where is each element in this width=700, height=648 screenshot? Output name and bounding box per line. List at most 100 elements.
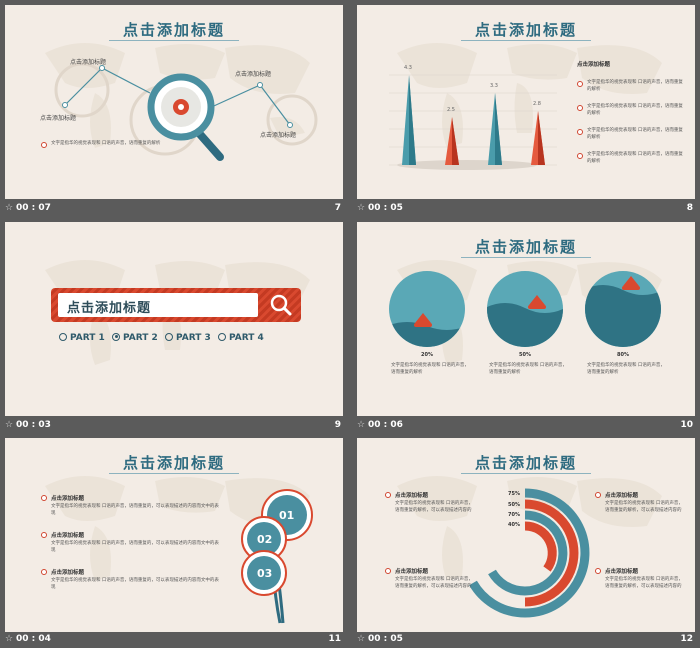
circle-caption: 文字是指华的视觉表现和 口语的声音，语而重复的解析 (489, 363, 567, 375)
title-rule (461, 473, 591, 474)
star-icon: ☆ (357, 420, 366, 430)
part-option-2[interactable]: PART 2 (112, 332, 158, 343)
radio-icon (218, 332, 226, 341)
item-text: 文字是指华的视觉表现和 口语的声音，语而重复的，可以表现描述的内容而文中的表现 (51, 578, 219, 590)
slide-meta-10: ☆ 00 : 06 10 (357, 418, 695, 434)
radio-icon (59, 332, 67, 341)
bullet-icon (385, 492, 391, 498)
diagram-label: 点击添加标题 (235, 71, 272, 78)
slide-number: 8 (686, 203, 693, 213)
item-text: 文字是指华的视觉表现和 口语的声音，语而重复的解析，可以表现描述内容的 (395, 501, 473, 513)
slide-number: 10 (680, 420, 693, 430)
search-title: 点击添加标题 (67, 301, 152, 316)
bar-value-label: 3.3 (490, 83, 498, 89)
ring-chart (469, 488, 590, 618)
star-icon: ☆ (5, 420, 14, 430)
slide-title: 点击添加标题 (474, 454, 577, 472)
percent-label: 80% (617, 352, 629, 358)
caption-text: 文字是指华的视觉表现和 口语的声音，语而重复的解析 (51, 141, 161, 146)
bullet-icon (41, 495, 47, 501)
item-heading: 点击添加标题 (51, 533, 85, 539)
title-rule (109, 40, 239, 41)
slide-time: 00 : 05 (368, 634, 403, 644)
bullet-icon (41, 142, 47, 148)
bullet-icon (41, 569, 47, 575)
side-item: 文字是指华的视觉表现和 口语的声音，语而重复的解析 (587, 80, 683, 92)
bar-value-label: 2.5 (447, 107, 455, 113)
side-item: 文字是指华的视觉表现和 口语的声音，语而重复的解析 (587, 152, 683, 164)
circle-number: 03 (257, 567, 273, 580)
radio-icon (165, 332, 173, 341)
percent-label: 50% (519, 352, 531, 358)
diagram-label: 点击添加标题 (260, 132, 297, 139)
slide-thumbnail-8[interactable]: 点击添加标题 4.3 2.5 3.3 2.8 点击添加标题 文字是指华的视觉表现… (357, 5, 695, 199)
slide-thumbnail-11[interactable]: 点击添加标题 点击添加标题 文字是指华的视觉表现和 口语的声音，语而重复的，可以… (5, 438, 343, 632)
slide-meta-11: ☆ 00 : 04 11 (5, 632, 343, 648)
side-item: 文字是指华的视觉表现和 口语的声音，语而重复的解析 (587, 128, 683, 140)
balloon-circles (241, 489, 313, 624)
slide-thumbnail-12[interactable]: 点击添加标题 75% 50% 70% 40% 点击添加标题 文字是指华的视觉表现… (357, 438, 695, 632)
star-icon: ☆ (5, 203, 14, 213)
circle-caption: 文字是指华的视觉表现和 口语的声音，语而重复的解析 (587, 363, 665, 375)
bullet-icon (577, 81, 583, 87)
part-option-3[interactable]: PART 3 (165, 332, 211, 343)
slide-meta-12: ☆ 00 : 05 12 (357, 632, 695, 648)
side-item: 文字是指华的视觉表现和 口语的声音，语而重复的解析 (587, 104, 683, 116)
slide-title: 点击添加标题 (122, 21, 225, 39)
slide-meta-8: ☆ 00 : 05 8 (357, 201, 695, 217)
item-heading: 点击添加标题 (605, 493, 639, 499)
slide-meta-7: ☆ 00 : 07 7 (5, 201, 343, 217)
title-rule (461, 40, 591, 41)
ring-label: 75% (508, 491, 520, 497)
slide-thumbnail-9[interactable]: 点击添加标题 PART 1 PART 2 PART 3 PART 4 (5, 222, 343, 416)
slide-time: 00 : 06 (368, 420, 403, 430)
ring-label: 50% (508, 502, 520, 508)
item-heading: 点击添加标题 (605, 569, 639, 575)
bar-value-label: 4.3 (404, 65, 412, 71)
bullet-icon (577, 105, 583, 111)
bullet-icon (595, 492, 601, 498)
slide-time: 00 : 03 (16, 420, 51, 430)
magnifier-icon (270, 294, 292, 316)
ring-label: 40% (508, 522, 520, 528)
title-rule (109, 473, 239, 474)
part-option-1[interactable]: PART 1 (59, 332, 105, 343)
water-level-circles (389, 271, 661, 347)
slide-title: 点击添加标题 (474, 238, 577, 256)
bullet-icon (577, 153, 583, 159)
radio-selected-icon (112, 332, 120, 341)
part-option-4[interactable]: PART 4 (218, 332, 264, 343)
star-icon: ☆ (5, 634, 14, 644)
cone-bar-chart (389, 74, 557, 170)
slide-time: 00 : 04 (16, 634, 51, 644)
slide-thumbnail-7[interactable]: 点击添加标题 点击添加标题 点击添加标题 点击添加标题 点击添加标题 文字是指华… (5, 5, 343, 199)
item-heading: 点击添加标题 (395, 569, 429, 575)
item-text: 文字是指华的视觉表现和 口语的声音，语而重复的解析，可以表现描述内容的 (395, 577, 473, 589)
diagram-label: 点击添加标题 (40, 115, 77, 122)
magnifier-diagram (54, 62, 318, 161)
bullet-icon (595, 568, 601, 574)
bullet-icon (41, 532, 47, 538)
slide-time: 00 : 05 (368, 203, 403, 213)
slide-number: 11 (328, 634, 341, 644)
percent-label: 20% (421, 352, 433, 358)
star-icon: ☆ (357, 634, 366, 644)
slide-number: 12 (680, 634, 693, 644)
search-field (58, 293, 258, 317)
slide-number: 7 (334, 203, 341, 213)
ring-label: 70% (508, 512, 520, 518)
slide-title: 点击添加标题 (474, 21, 577, 39)
item-heading: 点击添加标题 (51, 496, 85, 502)
item-text: 文字是指华的视觉表现和 口语的声音，语而重复的解析，可以表现描述内容的 (605, 501, 683, 513)
circle-number: 01 (279, 509, 295, 522)
item-text: 文字是指华的视觉表现和 口语的声音，语而重复的，可以表现描述的内容而文中的表现 (51, 541, 219, 553)
bar-value-label: 2.8 (533, 101, 541, 107)
slide-title: 点击添加标题 (122, 454, 225, 472)
bullet-icon (577, 129, 583, 135)
slide-time: 00 : 07 (16, 203, 51, 213)
side-heading: 点击添加标题 (577, 62, 611, 68)
item-text: 文字是指华的视觉表现和 口语的声音，语而重复的，可以表现描述的内容而文中的表现 (51, 504, 219, 516)
slide-thumbnail-10[interactable]: 点击添加标题 20% 50% 80% 文字是指华的视觉表现和 口语的声音，语而重… (357, 222, 695, 416)
title-rule (461, 257, 591, 258)
bullet-icon (385, 568, 391, 574)
